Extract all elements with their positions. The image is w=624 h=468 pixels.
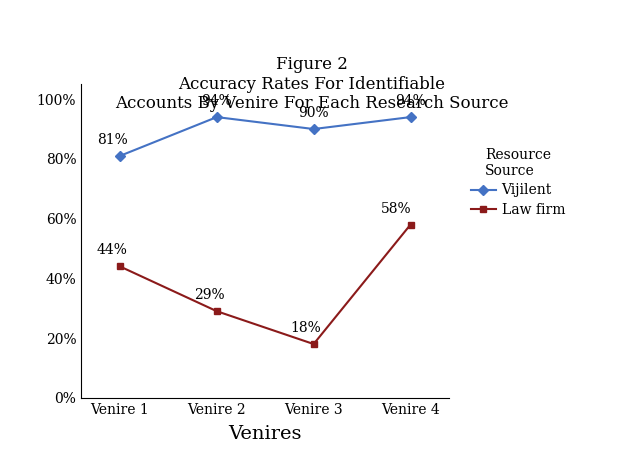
Text: 18%: 18% [291, 321, 321, 335]
Law firm [213, 308, 220, 314]
Vijilent [116, 153, 124, 159]
X-axis label: Venires: Venires [228, 425, 302, 443]
Text: 94%: 94% [202, 94, 232, 108]
Law firm [116, 263, 124, 269]
Legend: Vijilent, Law firm: Vijilent, Law firm [471, 147, 565, 217]
Text: Figure 2
Accuracy Rates For Identifiable
Accounts By Venire For Each Research So: Figure 2 Accuracy Rates For Identifiable… [115, 56, 509, 112]
Vijilent [213, 114, 220, 120]
Law firm [407, 222, 414, 227]
Text: 44%: 44% [97, 243, 127, 257]
Text: 58%: 58% [381, 202, 411, 216]
Text: 94%: 94% [395, 94, 426, 108]
Text: 81%: 81% [97, 133, 127, 147]
Text: 29%: 29% [193, 288, 224, 302]
Law firm [310, 341, 318, 347]
Vijilent [310, 126, 318, 132]
Line: Law firm: Law firm [117, 221, 414, 348]
Line: Vijilent: Vijilent [117, 114, 414, 160]
Text: 90%: 90% [298, 106, 329, 120]
Vijilent [407, 114, 414, 120]
